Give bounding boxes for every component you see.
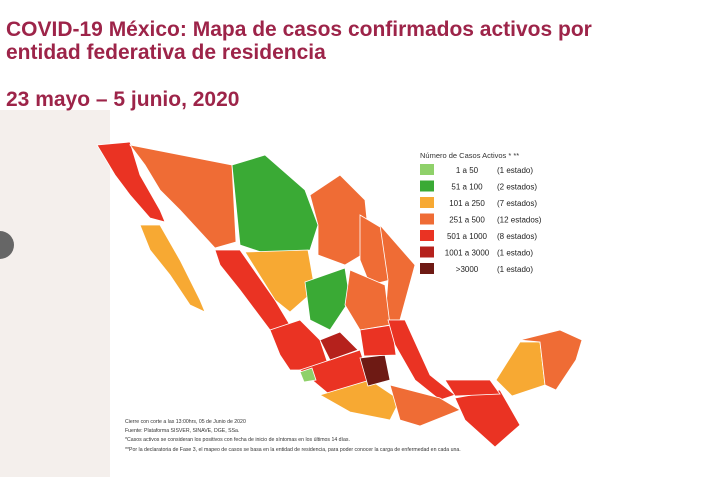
legend-label: 1 a 50: [456, 166, 479, 175]
legend-swatch: [420, 213, 434, 225]
legend-label: 101 a 250: [449, 199, 485, 208]
legend-swatch: [420, 197, 434, 208]
legend-title: Número de Casos Activos * **: [420, 151, 519, 160]
legend-count: (1 estado): [497, 166, 533, 175]
legend-label: 251 a 500: [449, 216, 485, 225]
legend-swatch: [420, 263, 434, 274]
footnote: *Casos activos se consideran los positiv…: [125, 437, 350, 443]
legend-count: (2 estados): [497, 183, 537, 192]
legend-label: 501 a 1000: [447, 232, 488, 241]
legend-swatch: [420, 180, 434, 192]
nav-button[interactable]: [0, 231, 14, 259]
mexico-map: [96, 141, 583, 448]
legend-swatch: [420, 164, 434, 175]
footnote: Fuente: Plataforma SISVER, SINAVE, DGE, …: [125, 428, 239, 434]
legend-count: (12 estados): [497, 216, 542, 225]
background-pattern: [0, 110, 110, 477]
legend-swatch: [420, 230, 434, 241]
title: COVID-19 México: Mapa de casos confirmad…: [6, 18, 592, 41]
legend-count: (7 estados): [497, 199, 537, 208]
legend-swatch: [420, 246, 434, 258]
legend-label: >3000: [456, 265, 479, 274]
legend-label: 51 a 100: [451, 183, 483, 192]
date: 23 mayo – 5 junio, 2020: [6, 88, 240, 111]
footnotes: Cierre con corte a las 13:00hrs, 05 de J…: [125, 419, 461, 453]
legend-count: (8 estados): [497, 232, 537, 241]
legend-label: 1001 a 3000: [445, 249, 490, 258]
legend-count: (1 estado): [497, 249, 533, 258]
legend: Número de Casos Activos * ** 1 a 50 (1 es…: [420, 151, 542, 274]
footnote: Cierre con corte a las 13:00hrs, 05 de J…: [125, 419, 246, 425]
legend-count: (1 estado): [497, 265, 533, 274]
footnote: **Por la declaratoria de Fase 3, el mape…: [125, 447, 461, 453]
title: entidad federativa de residencia: [6, 41, 326, 64]
